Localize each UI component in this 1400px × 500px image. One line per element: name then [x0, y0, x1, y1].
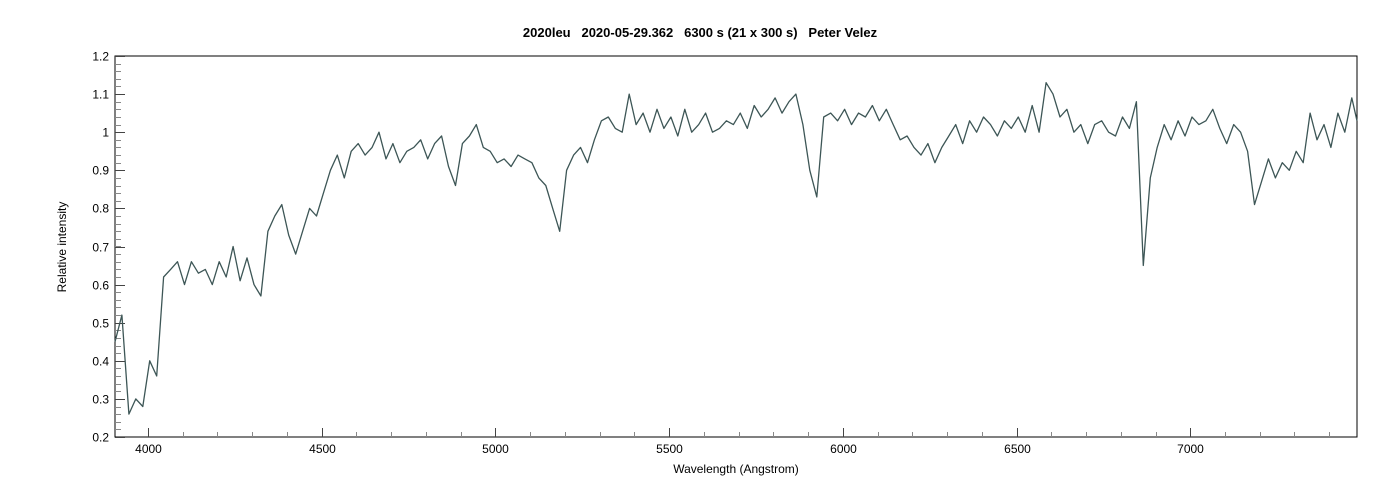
x-tick-label: 4000: [135, 442, 162, 456]
y-tick-label: 0.5: [92, 317, 109, 331]
x-tick-label: 5000: [482, 442, 509, 456]
plot-frame: [114, 55, 1358, 438]
x-tick-label: 6500: [1004, 442, 1031, 456]
chart-title: 2020leu 2020-05-29.362 6300 s (21 x 300 …: [522, 25, 878, 40]
y-tick-label: 0.4: [92, 355, 109, 369]
y-tick-label: 0.3: [92, 393, 109, 407]
x-axis-label: Wavelength (Angstrom): [673, 462, 799, 476]
x-tick-label: 7000: [1177, 442, 1204, 456]
y-tick-label: 0.8: [92, 202, 109, 216]
y-tick-label: 0.9: [92, 164, 109, 178]
y-axis-label: Relative intensity: [55, 201, 69, 293]
y-tick-label: 0.6: [92, 279, 109, 293]
x-tick-label: 4500: [309, 442, 336, 456]
spectrum-line: [114, 82, 1358, 415]
x-tick-label: 5500: [656, 442, 683, 456]
y-tick-label: 1: [102, 126, 109, 140]
y-tick-label: 1.2: [92, 50, 109, 64]
y-tick-label: 0.7: [92, 241, 109, 255]
y-tick-label: 1.1: [92, 88, 109, 102]
y-tick-label: 0.2: [92, 431, 109, 445]
x-tick-label: 6000: [830, 442, 857, 456]
